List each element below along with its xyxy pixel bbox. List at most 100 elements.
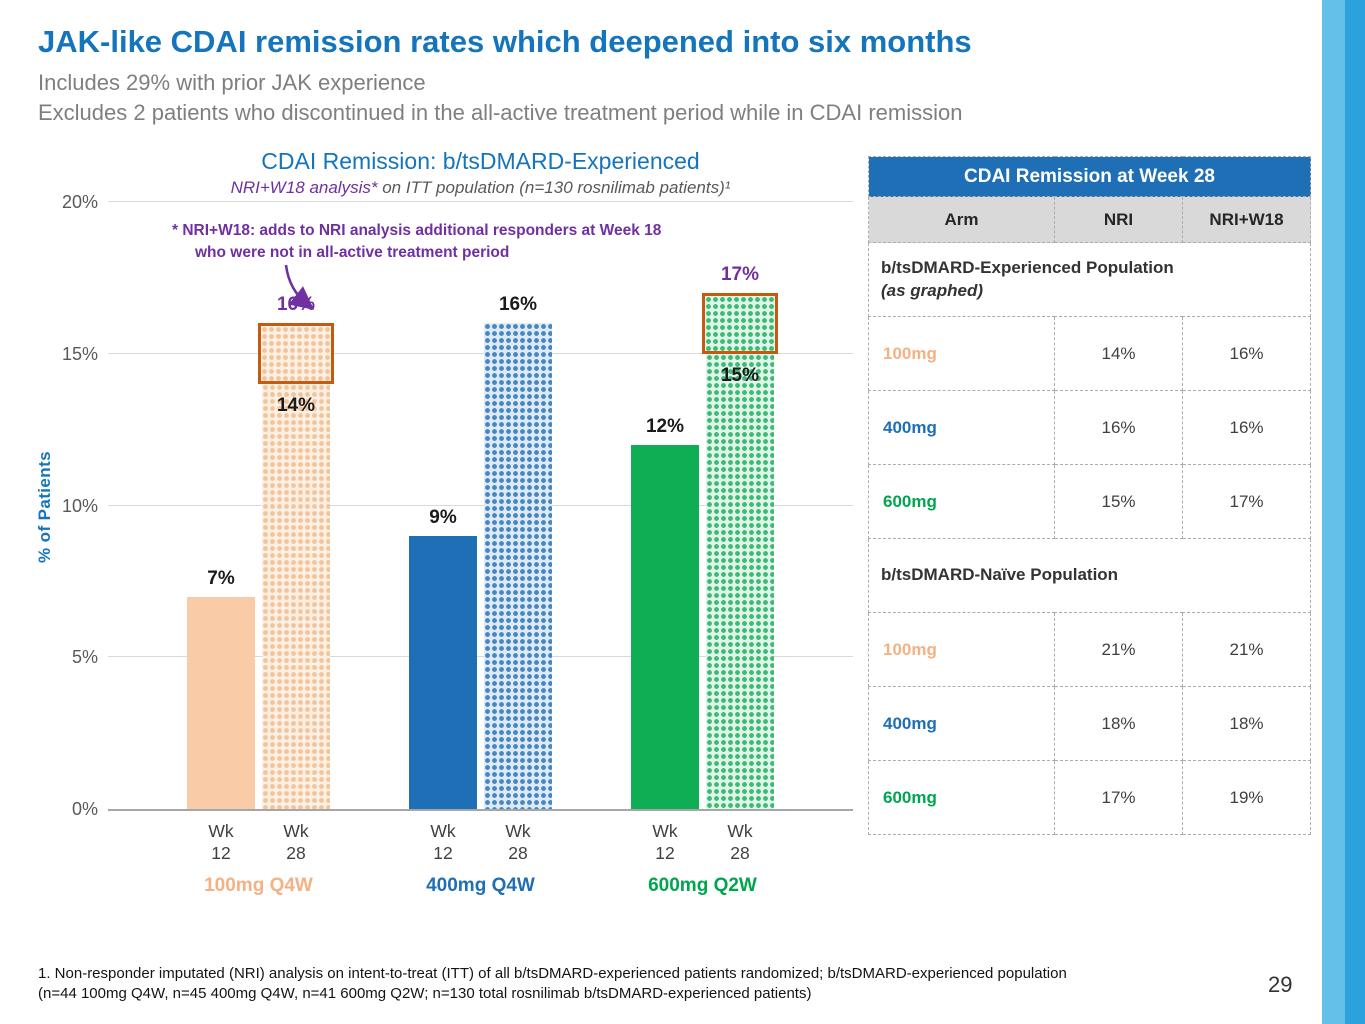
section-heading-text: b/tsDMARD-Naïve Population [881, 565, 1119, 585]
footnote-line-1: 1. Non-responder imputated (NRI) analysi… [38, 965, 1067, 982]
dose-group-label: 400mg Q4W [426, 875, 535, 896]
table-row: 600mg 17% 19% [868, 760, 1312, 835]
footnote: 1. Non-responder imputated (NRI) analysi… [38, 964, 1067, 1005]
remission-table: CDAI Remission at Week 28 Arm NRI NRI+W18 b/… [867, 156, 1312, 835]
annotation-arrow-icon [284, 264, 315, 310]
dose-group-600mg: 12% Wk 12 17% 15% Wk 28 600mg Q2W [631, 204, 778, 896]
section-heading-note: (as graphed) [881, 280, 984, 300]
table-nri-cell: 17% [1054, 760, 1183, 835]
bar-slot: 9% Wk 12 [409, 204, 477, 863]
chart-title: CDAI Remission: b/tsDMARD-Experienced [261, 148, 700, 174]
table-arm-cell: 600mg [868, 760, 1055, 835]
table-arm-cell: 400mg [868, 686, 1055, 761]
table-section-row: b/tsDMARD-Naïve Population [867, 538, 1312, 613]
section-heading-text: b/tsDMARD-Experienced Population [881, 258, 1174, 278]
dose-group-400mg: 9% Wk 12 16% Wk 28 400mg Q4W [409, 204, 552, 896]
table-column-header-row: Arm NRI NRI+W18 [868, 196, 1312, 243]
nri-w18-value-label: 17% [720, 264, 760, 286]
y-axis-tick: 15% [61, 343, 98, 364]
y-axis-tick: 20% [61, 192, 98, 212]
table-title: CDAI Remission at Week 28 [867, 156, 1312, 197]
x-axis-tick: Wk 12 [208, 821, 234, 863]
bar-value-label: 7% [207, 567, 235, 589]
table-nri-cell: 14% [1054, 316, 1183, 391]
bar-slot: 7% Wk 12 [187, 204, 255, 863]
table-row: 400mg 16% 16% [868, 390, 1312, 465]
gridline [108, 656, 853, 658]
right-edge-stripe-dark [1345, 0, 1365, 1024]
gridline [108, 201, 853, 202]
table-arm-cell: 100mg [868, 612, 1055, 687]
gridline [108, 504, 853, 506]
x-axis-tick: Wk 28 [283, 821, 309, 863]
bar-value-label: 12% [645, 415, 685, 437]
slide-title: JAK-like CDAI remission rates which deep… [38, 24, 972, 59]
nri-w18-value-label: 16% [276, 294, 316, 316]
chart-area: CDAI Remission: b/tsDMARD-Experienced NR… [35, 148, 858, 896]
table-nriw18-cell: 18% [1181, 686, 1312, 761]
bar-pair: 7% Wk 12 16% 14% Wk 28 [187, 204, 334, 863]
table-arm-cell: 400mg [868, 390, 1055, 465]
table-title-row: CDAI Remission at Week 28 [867, 156, 1312, 197]
table-nri-cell: 21% [1054, 612, 1183, 687]
x-axis-tick: Wk 28 [727, 821, 753, 863]
bar-pair: 12% Wk 12 17% 15% Wk 28 [631, 204, 778, 863]
table-column-header: Arm [868, 196, 1055, 243]
bar-slot: 12% Wk 12 [631, 204, 699, 863]
table-row: 100mg 21% 21% [868, 612, 1312, 687]
dose-group-label: 600mg Q2W [648, 875, 757, 896]
table-nriw18-cell: 16% [1181, 316, 1312, 391]
x-axis-tick: Wk 12 [652, 821, 678, 863]
table-section-row: b/tsDMARD-Experienced Population (as grap… [867, 242, 1312, 317]
table-nriw18-cell: 17% [1181, 464, 1312, 539]
chart-subtitle: NRI+W18 analysis* on ITT population (n=1… [108, 178, 853, 198]
gridline [108, 352, 853, 354]
table-section-heading: b/tsDMARD-Naïve Population [867, 538, 1312, 613]
page-number: 29 [1268, 972, 1293, 997]
y-axis-tick: 5% [71, 647, 98, 668]
bar-wk12-solid [187, 596, 255, 809]
dose-group-100mg: 7% Wk 12 16% 14% Wk 28 100mg Q4W [187, 204, 334, 896]
table-nri-cell: 15% [1054, 464, 1183, 539]
bar-value-label: 16% [498, 294, 538, 316]
table-nri-cell: 16% [1054, 390, 1183, 465]
table-column-header: NRI+W18 [1181, 196, 1312, 243]
annotation-line-1: * NRI+W18: adds to NRI analysis addition… [172, 222, 662, 239]
footnote-line-2: (n=44 100mg Q4W, n=45 400mg Q4W, n=41 60… [38, 985, 812, 1003]
table-nriw18-cell: 21% [1181, 612, 1312, 687]
bar-pair: 9% Wk 12 16% Wk 28 [409, 204, 552, 863]
right-edge-stripe-light [1322, 0, 1345, 1024]
nri-w18-add-box [702, 293, 778, 354]
bar-slot: 16% 14% Wk 28 [258, 204, 334, 863]
bar-value-label: 15% [720, 364, 760, 386]
bar-wk12-solid [631, 444, 699, 809]
nri-w18-annotation: * NRI+W18: adds to NRI analysis addition… [172, 220, 661, 263]
table-arm-cell: 600mg [868, 464, 1055, 539]
dose-group-label: 100mg Q4W [204, 875, 313, 896]
table-nriw18-cell: 19% [1181, 760, 1312, 835]
bar-wk28-pattern [484, 323, 552, 809]
table-section-heading: b/tsDMARD-Experienced Population (as grap… [867, 242, 1312, 317]
slide-subtitle-1: Includes 29% with prior JAK experience [38, 70, 426, 95]
bar-slot: 16% Wk 28 [484, 204, 552, 863]
bar-wk12-solid [409, 535, 477, 809]
bar-groups: 7% Wk 12 16% 14% Wk 28 100mg Q4W 9% Wk 12 16% Wk … [108, 204, 853, 896]
bar-wk28-pattern [262, 384, 330, 809]
table-nri-cell: 18% [1054, 686, 1183, 761]
bar-wk28-pattern [706, 353, 774, 809]
chart-subtitle-rest: on ITT population (n=130 rosnilimab pati… [377, 178, 731, 197]
x-axis-tick: Wk 28 [505, 821, 531, 863]
bar-slot: 17% 15% Wk 28 [702, 204, 778, 863]
table-arm-cell: 100mg [868, 316, 1055, 391]
slide-subtitle-2: Excludes 2 patients who discontinued in … [38, 100, 963, 125]
chart-subtitle-emphasis: NRI+W18 analysis* [230, 178, 378, 197]
x-axis-tick: Wk 12 [430, 821, 456, 863]
annotation-line-2: who were not in all-active treatment per… [195, 243, 510, 261]
table-row: 400mg 18% 18% [868, 686, 1312, 761]
y-axis-tick: 10% [61, 495, 98, 516]
y-axis-tick: 0% [71, 799, 98, 819]
table-row: 100mg 14% 16% [868, 316, 1312, 391]
table-column-header: NRI [1054, 196, 1183, 243]
bar-value-label: 14% [276, 395, 316, 417]
